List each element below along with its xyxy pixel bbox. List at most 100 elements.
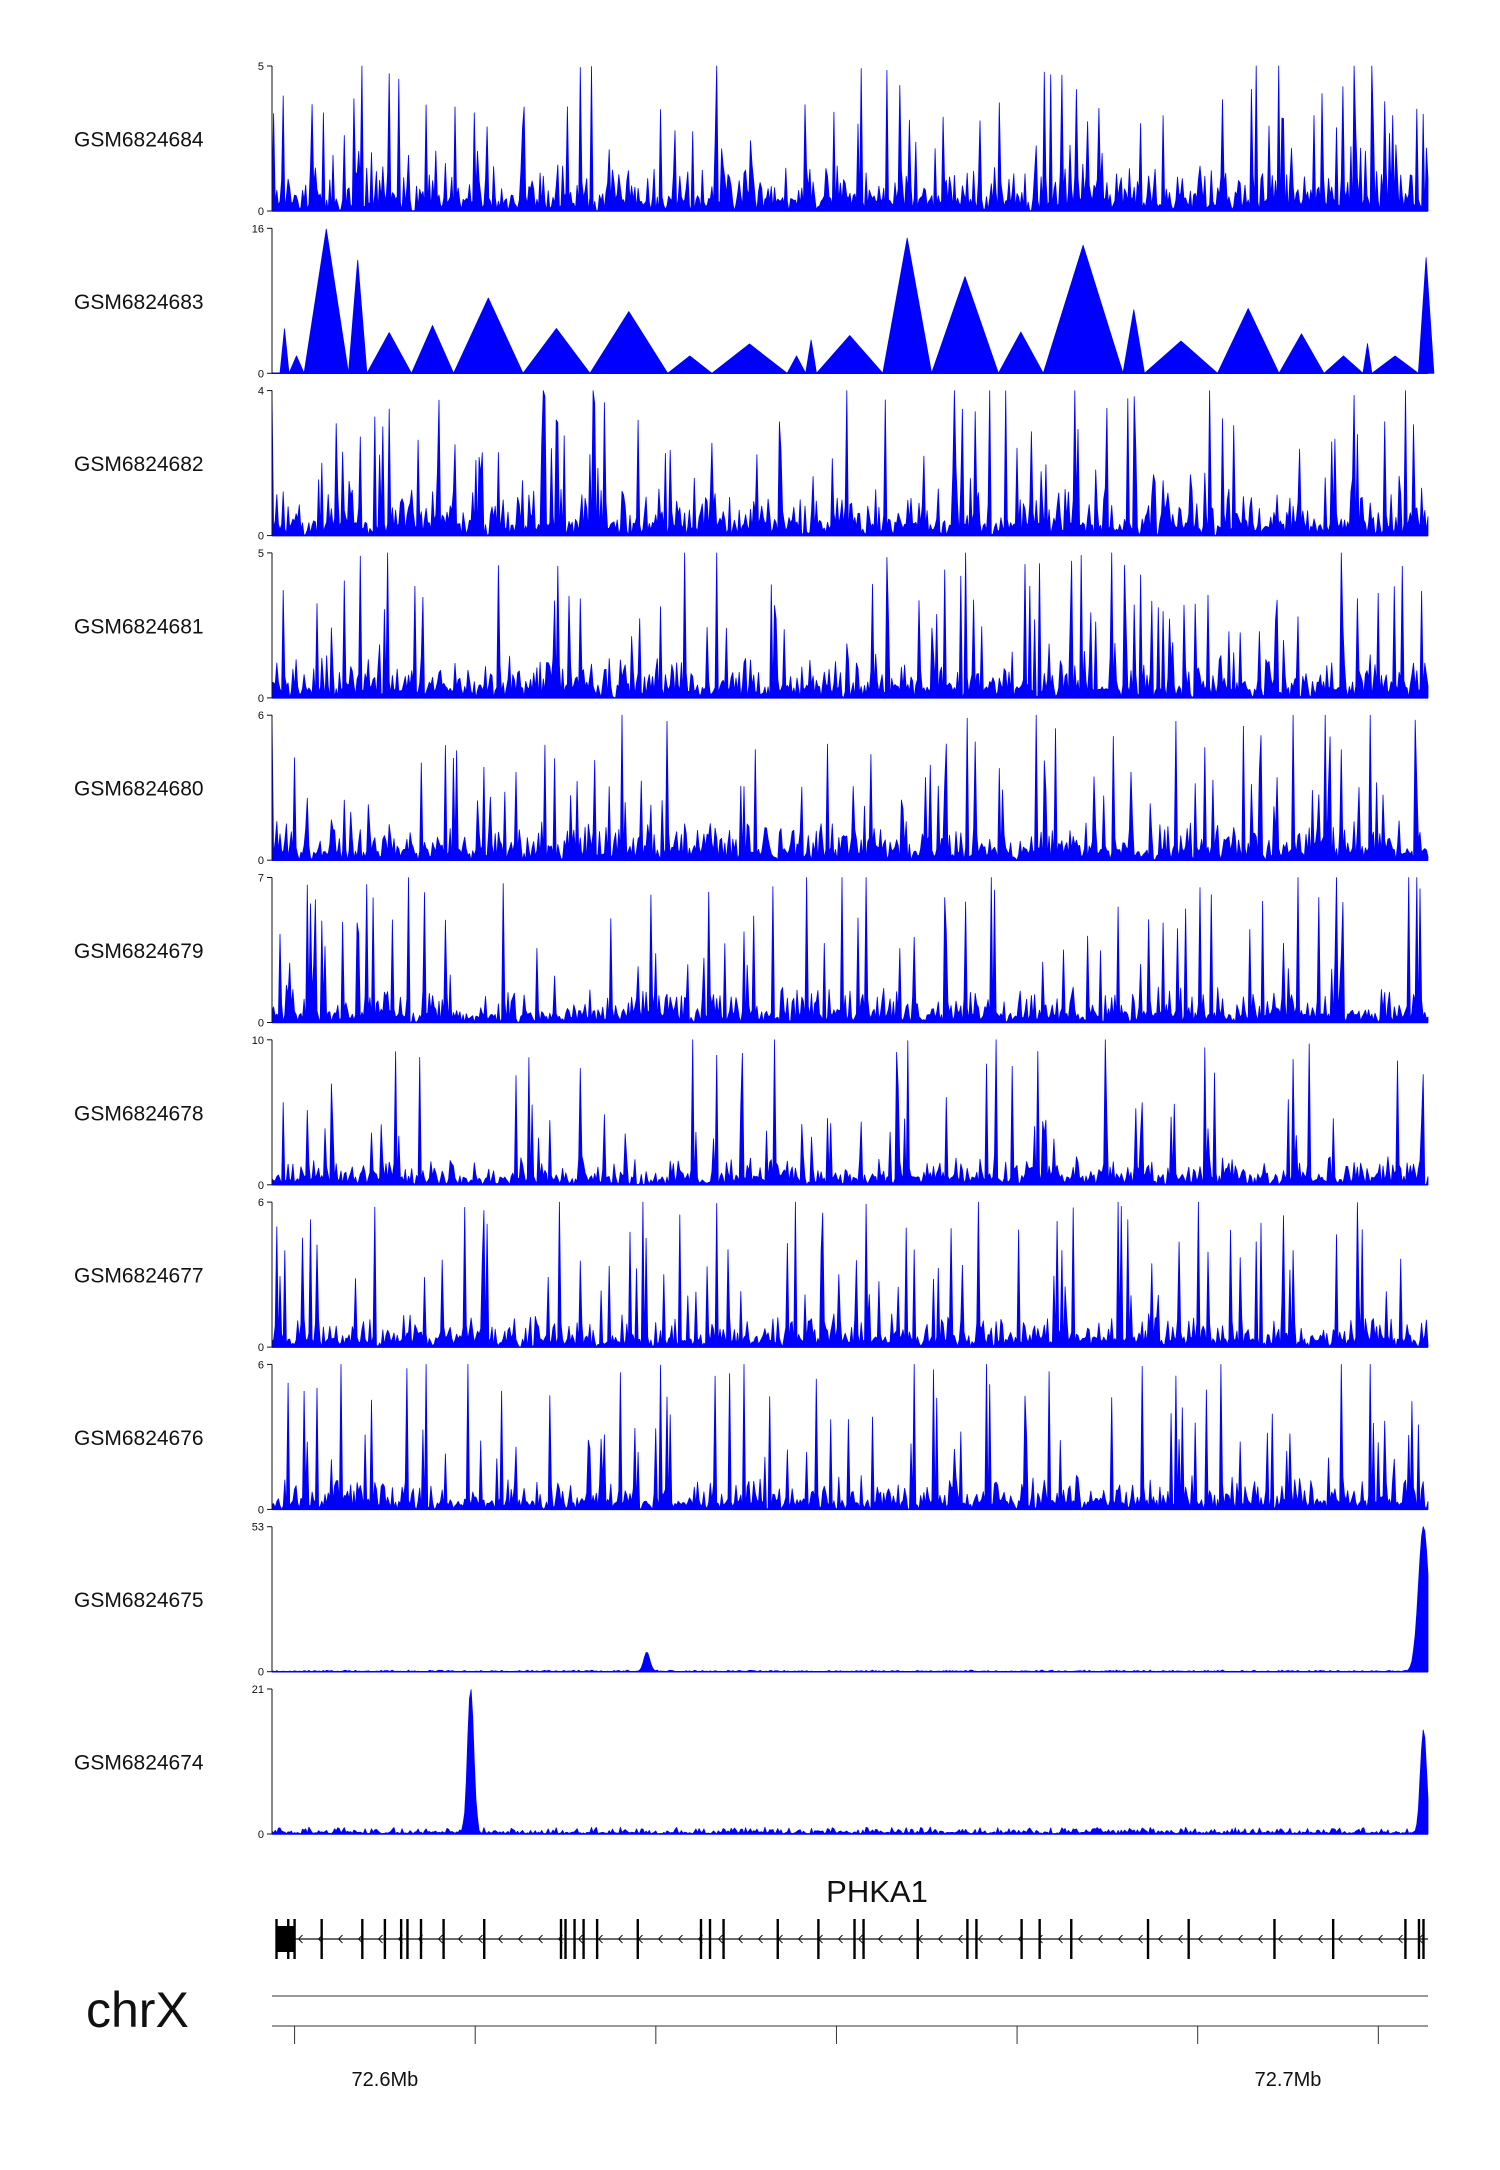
y-axis-max-label: 16 xyxy=(252,223,264,235)
strand-arrow xyxy=(837,1934,843,1944)
strand-arrow xyxy=(1357,1934,1363,1944)
gene-exon xyxy=(1273,1919,1276,1959)
track-name-label: GSM6824677 xyxy=(74,1265,204,1288)
gene-exon xyxy=(1404,1919,1407,1959)
y-axis-min-label: 0 xyxy=(258,531,264,543)
gene-exon xyxy=(573,1919,576,1959)
track-name-label: GSM6824680 xyxy=(74,778,204,801)
strand-arrow xyxy=(1137,1934,1143,1944)
signal-area xyxy=(271,228,1435,374)
gene-exon xyxy=(916,1919,919,1959)
y-axis-max-label: 6 xyxy=(258,710,264,722)
strand-arrow xyxy=(1197,1934,1203,1944)
strand-arrow xyxy=(1057,1934,1063,1944)
x-axis-tick-label: 72.6Mb xyxy=(352,2069,419,2091)
strand-arrow xyxy=(657,1934,663,1944)
strand-arrow xyxy=(1277,1934,1283,1944)
gene-exon xyxy=(1331,1919,1335,1959)
gene-exon xyxy=(293,1919,296,1959)
strand-arrow xyxy=(1237,1934,1243,1944)
track-GSM6824679: 7 0 GSM6824679 xyxy=(74,873,1429,1030)
signal-area xyxy=(271,390,1429,536)
gene-exon xyxy=(559,1919,563,1959)
gene-exon xyxy=(636,1919,639,1959)
track-GSM6824677: 6 0 GSM6824677 xyxy=(74,1197,1429,1354)
track-GSM6824674: 21 0 GSM6824674 xyxy=(74,1684,1429,1841)
gene-exon xyxy=(564,1919,567,1959)
y-axis-min-label: 0 xyxy=(258,1504,264,1516)
chromosome-label: chrX xyxy=(86,1982,189,2038)
signal-area xyxy=(271,1039,1429,1186)
signal-area xyxy=(271,1689,1429,1835)
track-name-label: GSM6824681 xyxy=(74,615,204,638)
y-axis-min-label: 0 xyxy=(258,855,264,867)
strand-arrow xyxy=(797,1934,803,1944)
y-axis-min-label: 0 xyxy=(258,1342,264,1354)
strand-arrow xyxy=(717,1934,723,1944)
y-axis-min-label: 0 xyxy=(258,1180,264,1192)
track-name-label: GSM6824679 xyxy=(74,940,204,963)
strand-arrow xyxy=(1097,1934,1103,1944)
gene-exon xyxy=(1422,1919,1425,1959)
gene-exon xyxy=(419,1919,423,1959)
gene-annotation-track: PHKA1 xyxy=(275,1874,1428,1959)
strand-arrow xyxy=(617,1934,623,1944)
strand-arrow xyxy=(597,1934,603,1944)
x-axis-tick-label: 72.7Mb xyxy=(1255,2069,1322,2091)
gene-exon xyxy=(1070,1919,1073,1959)
strand-arrow xyxy=(1217,1934,1223,1944)
gene-exon xyxy=(699,1919,703,1959)
y-axis-min-label: 0 xyxy=(258,1667,264,1679)
y-axis-max-label: 5 xyxy=(258,61,264,73)
strand-arrow xyxy=(857,1934,863,1944)
y-axis-max-label: 4 xyxy=(258,386,264,398)
signal-area xyxy=(271,1364,1429,1510)
strand-arrow xyxy=(977,1934,983,1944)
genomic-x-axis: chrX 72.6Mb 72.7Mb xyxy=(86,1982,1428,2091)
gene-exon xyxy=(442,1919,445,1959)
y-axis-max-label: 5 xyxy=(258,548,264,560)
track-name-label: GSM6824684 xyxy=(74,129,204,152)
strand-arrow xyxy=(457,1934,463,1944)
strand-arrow xyxy=(437,1934,443,1944)
gene-exon xyxy=(966,1919,969,1959)
track-name-label: GSM6824674 xyxy=(74,1752,204,1775)
strand-arrow xyxy=(537,1934,543,1944)
strand-arrow xyxy=(1257,1934,1263,1944)
gene-exon xyxy=(595,1919,599,1959)
gene-exon xyxy=(1146,1919,1150,1959)
strand-arrow xyxy=(1317,1934,1323,1944)
y-axis-max-label: 21 xyxy=(252,1684,264,1696)
track-name-label: GSM6824676 xyxy=(74,1427,204,1450)
strand-arrow xyxy=(377,1934,383,1944)
gene-exon xyxy=(817,1919,820,1959)
track-GSM6824684: 5 0 GSM6824684 xyxy=(74,61,1429,218)
track-GSM6824676: 6 0 GSM6824676 xyxy=(74,1359,1429,1516)
gene-exon xyxy=(361,1919,364,1959)
gene-exon xyxy=(776,1919,779,1959)
y-axis-min-label: 0 xyxy=(258,206,264,218)
gene-exon xyxy=(1038,1919,1041,1959)
track-name-label: GSM6824683 xyxy=(74,291,204,314)
track-GSM6824683: 16 0 GSM6824683 xyxy=(74,223,1435,380)
y-axis-max-label: 6 xyxy=(258,1359,264,1371)
track-GSM6824680: 6 0 GSM6824680 xyxy=(74,710,1429,867)
strand-arrow xyxy=(1377,1934,1383,1944)
strand-arrow xyxy=(897,1934,903,1944)
y-axis-max-label: 7 xyxy=(258,873,264,885)
gene-exon xyxy=(722,1919,725,1959)
strand-arrow xyxy=(677,1934,683,1944)
strand-arrow xyxy=(957,1934,963,1944)
strand-arrow xyxy=(877,1934,883,1944)
strand-arrow xyxy=(337,1934,343,1944)
gene-exon xyxy=(399,1919,403,1959)
strand-arrow xyxy=(1157,1934,1163,1944)
gene-exon xyxy=(853,1919,856,1959)
track-GSM6824675: 53 0 GSM6824675 xyxy=(74,1522,1429,1679)
track-name-label: GSM6824678 xyxy=(74,1102,204,1125)
signal-area xyxy=(271,714,1429,861)
y-axis-min-label: 0 xyxy=(258,1018,264,1030)
strand-arrow xyxy=(937,1934,943,1944)
strand-arrow xyxy=(1337,1934,1343,1944)
track-GSM6824681: 5 0 GSM6824681 xyxy=(74,548,1429,705)
